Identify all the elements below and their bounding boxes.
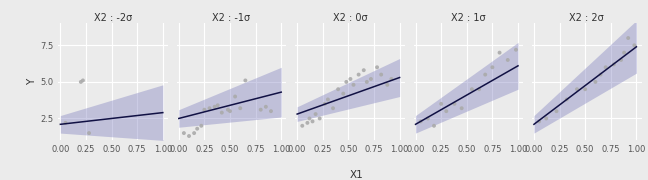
Point [353, 73, 364, 76]
Point [362, 80, 372, 83]
Point [441, 110, 452, 113]
Point [341, 80, 351, 83]
Point [240, 79, 251, 82]
Title: X2 : -1σ: X2 : -1σ [213, 13, 251, 23]
Point [333, 88, 343, 91]
Point [541, 117, 551, 120]
Point [338, 92, 349, 95]
Point [562, 98, 572, 101]
Point [372, 66, 382, 69]
Point [216, 111, 227, 114]
Point [260, 105, 271, 108]
Point [422, 117, 433, 120]
Point [307, 120, 318, 123]
Point [456, 107, 467, 110]
Point [328, 107, 338, 110]
Point [349, 83, 359, 86]
Point [503, 58, 513, 61]
Point [209, 105, 220, 108]
Point [266, 110, 276, 113]
Point [297, 124, 307, 127]
Point [323, 98, 333, 101]
Point [386, 78, 397, 80]
Point [204, 107, 214, 110]
Point [365, 78, 376, 80]
Point [302, 121, 312, 124]
Point [184, 135, 194, 138]
Point [449, 102, 459, 105]
Title: X2 : 1σ: X2 : 1σ [451, 13, 485, 23]
Point [436, 102, 446, 105]
Point [551, 110, 562, 113]
Title: X2 : -2σ: X2 : -2σ [94, 13, 132, 23]
Point [78, 79, 88, 82]
Point [196, 124, 207, 127]
Point [358, 69, 369, 72]
Point [345, 78, 356, 80]
Point [596, 73, 606, 76]
Point [511, 48, 521, 51]
Point [616, 58, 626, 61]
Point [76, 80, 86, 83]
Point [487, 66, 498, 69]
Point [230, 95, 240, 98]
Text: X1: X1 [349, 170, 364, 180]
Point [580, 88, 590, 91]
Point [319, 102, 330, 105]
Point [608, 63, 619, 66]
Point [225, 110, 235, 113]
Point [494, 51, 505, 54]
Point [179, 132, 189, 134]
Point [474, 88, 484, 91]
Point [84, 132, 94, 134]
Point [223, 108, 233, 111]
Point [619, 51, 629, 54]
Point [467, 88, 477, 91]
Point [60, 121, 71, 124]
Title: X2 : 0σ: X2 : 0σ [332, 13, 367, 23]
Point [310, 113, 321, 116]
Point [629, 44, 640, 47]
Point [255, 108, 266, 111]
Point [199, 108, 209, 111]
Point [376, 73, 386, 76]
Point [314, 117, 325, 120]
Point [601, 66, 611, 69]
Point [623, 37, 633, 39]
Point [382, 83, 393, 86]
Point [534, 120, 544, 123]
Point [189, 132, 200, 134]
Point [572, 88, 582, 91]
Point [480, 73, 491, 76]
Point [590, 80, 601, 83]
Point [305, 117, 315, 120]
Point [235, 107, 246, 110]
Y-axis label: Y: Y [27, 79, 38, 85]
Title: X2 : 2σ: X2 : 2σ [570, 13, 604, 23]
Point [192, 127, 202, 130]
Point [213, 104, 223, 107]
Point [415, 120, 426, 123]
Point [429, 124, 439, 127]
